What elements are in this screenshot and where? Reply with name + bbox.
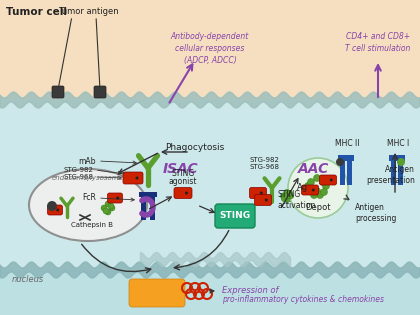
Circle shape <box>284 193 290 199</box>
Text: AAC: AAC <box>298 162 329 176</box>
Circle shape <box>108 203 114 209</box>
Circle shape <box>310 192 318 198</box>
Circle shape <box>320 179 326 186</box>
Circle shape <box>313 187 320 194</box>
Bar <box>391 155 396 185</box>
Circle shape <box>313 175 320 181</box>
FancyBboxPatch shape <box>320 175 336 185</box>
Circle shape <box>307 179 315 186</box>
Text: Tumor cell: Tumor cell <box>6 7 67 17</box>
Circle shape <box>105 201 111 207</box>
FancyBboxPatch shape <box>123 172 143 184</box>
Bar <box>139 192 157 197</box>
Circle shape <box>304 182 312 190</box>
Text: ISAC: ISAC <box>163 162 199 176</box>
Text: Antigen
processing: Antigen processing <box>355 203 396 223</box>
Circle shape <box>397 158 405 166</box>
FancyBboxPatch shape <box>108 193 123 203</box>
Bar <box>398 155 403 185</box>
FancyBboxPatch shape <box>255 194 271 205</box>
Text: nucleus: nucleus <box>12 275 44 284</box>
Text: mAb: mAb <box>79 157 96 165</box>
Text: Expression of: Expression of <box>222 286 278 295</box>
Bar <box>141 192 146 220</box>
Circle shape <box>109 205 115 211</box>
Text: endosome/lysosome: endosome/lysosome <box>52 175 124 181</box>
Circle shape <box>288 193 294 199</box>
Text: STG-968: STG-968 <box>63 174 93 180</box>
Ellipse shape <box>29 169 147 241</box>
Text: STING
activation: STING activation <box>278 190 316 210</box>
Text: FcR: FcR <box>82 193 96 203</box>
FancyBboxPatch shape <box>94 86 106 98</box>
Text: CD4+ and CD8+
T cell stimulation: CD4+ and CD8+ T cell stimulation <box>345 32 411 53</box>
Circle shape <box>336 158 344 166</box>
Bar <box>150 192 155 220</box>
Text: Antibody-dependent
cellular responses
(ADCP, ADCC): Antibody-dependent cellular responses (A… <box>171 32 249 65</box>
Text: Depot: Depot <box>305 203 331 211</box>
Circle shape <box>260 192 263 194</box>
Circle shape <box>323 182 330 190</box>
Circle shape <box>101 205 107 211</box>
Circle shape <box>265 198 268 202</box>
Circle shape <box>116 197 119 199</box>
Circle shape <box>287 190 293 196</box>
Circle shape <box>288 158 348 218</box>
Text: STING: STING <box>171 169 194 178</box>
Text: STG-968: STG-968 <box>250 164 280 170</box>
Text: Phagocytosis: Phagocytosis <box>165 143 225 152</box>
Circle shape <box>330 179 333 181</box>
Bar <box>347 155 352 185</box>
FancyBboxPatch shape <box>302 185 318 195</box>
Text: MHC II: MHC II <box>335 139 359 148</box>
Text: Tumor antigen: Tumor antigen <box>58 7 118 16</box>
Bar <box>0 100 420 270</box>
Text: STG-982: STG-982 <box>250 157 280 163</box>
Circle shape <box>136 176 139 180</box>
Bar <box>389 155 405 161</box>
Circle shape <box>284 189 290 195</box>
Circle shape <box>47 201 57 211</box>
FancyBboxPatch shape <box>249 187 267 198</box>
FancyBboxPatch shape <box>129 279 185 307</box>
Bar <box>0 270 420 315</box>
Circle shape <box>312 188 315 192</box>
Circle shape <box>281 196 287 202</box>
Circle shape <box>320 188 328 196</box>
FancyBboxPatch shape <box>215 204 255 228</box>
Circle shape <box>105 209 111 215</box>
FancyBboxPatch shape <box>47 205 63 215</box>
Text: Cathepsin B: Cathepsin B <box>71 222 113 228</box>
Text: agonist: agonist <box>169 177 197 186</box>
Text: Ag: Ag <box>297 184 308 192</box>
Circle shape <box>317 192 323 198</box>
Text: STG-982: STG-982 <box>63 167 93 173</box>
Circle shape <box>103 208 109 214</box>
Circle shape <box>185 192 188 194</box>
Circle shape <box>284 197 290 203</box>
Bar <box>340 155 345 185</box>
Bar <box>338 155 354 161</box>
Text: Antigen
presentation: Antigen presentation <box>366 165 415 185</box>
Bar <box>0 0 420 100</box>
FancyBboxPatch shape <box>52 86 64 98</box>
Text: MHC I: MHC I <box>387 139 409 148</box>
FancyBboxPatch shape <box>174 187 192 198</box>
Text: pro-inflammatory cytokines & chemokines: pro-inflammatory cytokines & chemokines <box>222 295 384 304</box>
Circle shape <box>281 193 286 199</box>
Text: STING: STING <box>219 211 251 220</box>
Circle shape <box>56 209 59 211</box>
